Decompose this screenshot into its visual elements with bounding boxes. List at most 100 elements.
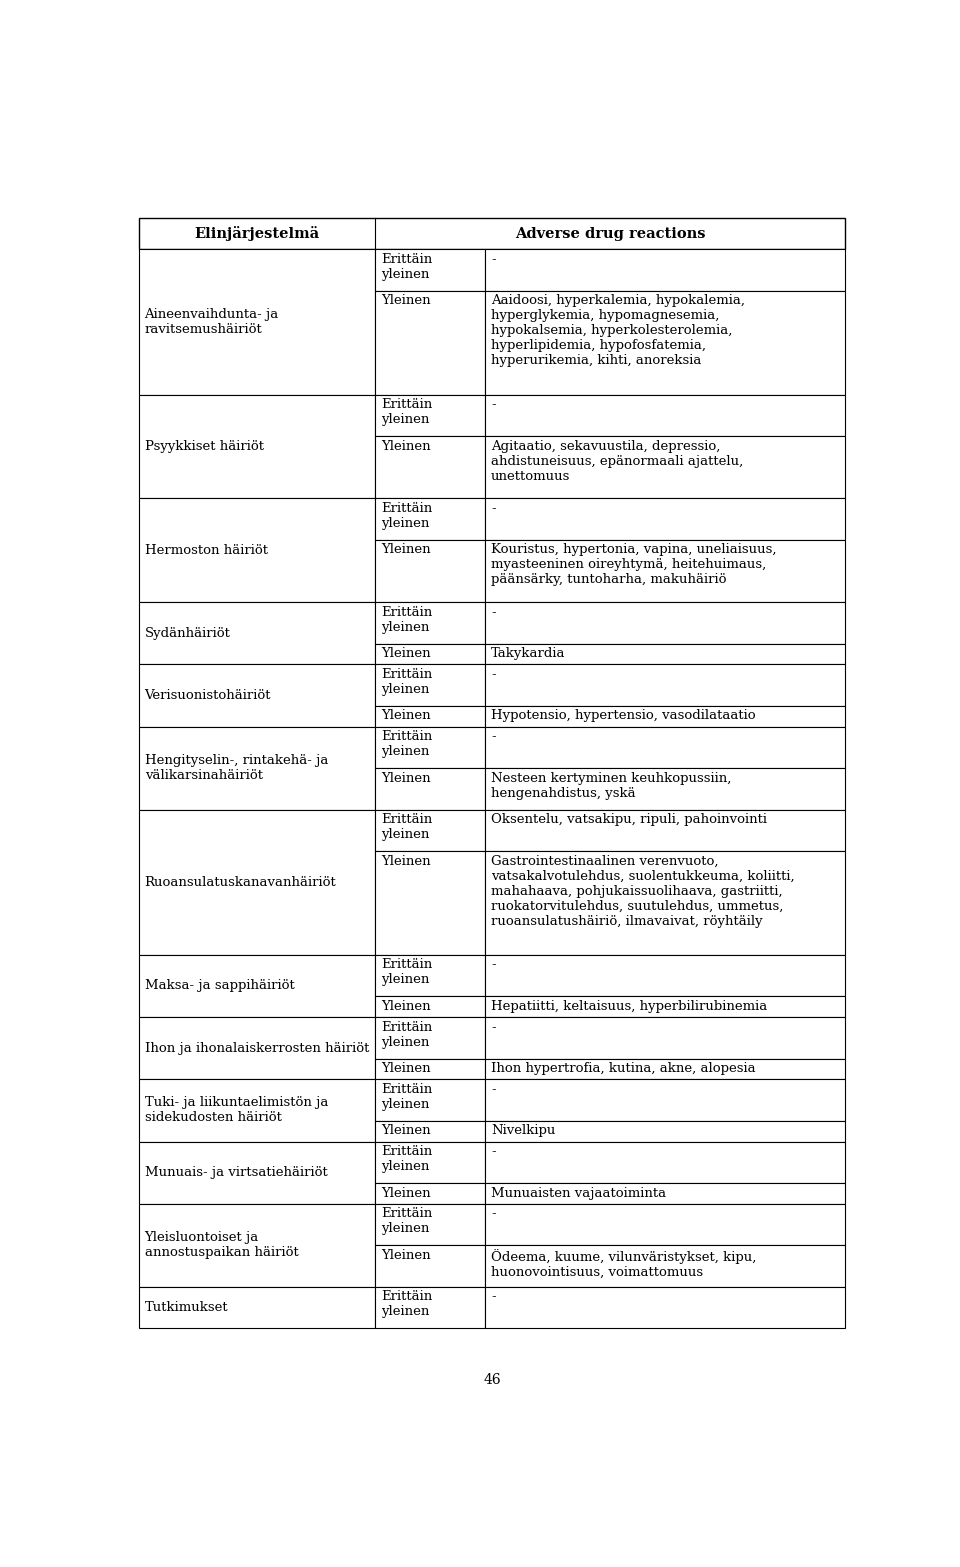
Bar: [375, 664, 485, 705]
Text: Kouristus, hypertonia, vapina, uneliaisuus,
myasteeninen oireyhtymä, heitehuimau: Kouristus, hypertonia, vapina, uneliaisu…: [491, 544, 777, 586]
Bar: [375, 602, 485, 644]
Text: Sydänhäiriöt: Sydänhäiriöt: [145, 627, 230, 639]
Text: Erittäin
yleinen: Erittäin yleinen: [381, 1208, 433, 1235]
Bar: [375, 1120, 485, 1141]
Bar: [375, 1059, 485, 1080]
Text: -: -: [491, 959, 495, 972]
Bar: [485, 602, 846, 644]
Text: -: -: [491, 1290, 495, 1304]
Text: Hepatiitti, keltaisuus, hyperbilirubinemia: Hepatiitti, keltaisuus, hyperbilirubinem…: [491, 1000, 767, 1012]
Text: Takykardia: Takykardia: [491, 647, 565, 660]
Text: Agitaatio, sekavuustila, depressio,
ahdistuneisuus, epänormaali ajattelu,
unetto: Agitaatio, sekavuustila, depressio, ahdi…: [491, 440, 743, 483]
Text: Tutkimukset: Tutkimukset: [145, 1301, 228, 1315]
Text: Yleinen: Yleinen: [381, 440, 431, 453]
Bar: [138, 954, 375, 1017]
Bar: [138, 1287, 375, 1329]
Bar: [375, 705, 485, 727]
Bar: [138, 1080, 375, 1141]
Text: Yleinen: Yleinen: [381, 1186, 431, 1200]
Bar: [138, 1141, 375, 1203]
Text: Erittäin
yleinen: Erittäin yleinen: [381, 668, 433, 696]
Text: Yleinen: Yleinen: [381, 1125, 431, 1138]
Bar: [138, 218, 846, 249]
Bar: [485, 291, 846, 395]
Bar: [485, 1287, 846, 1329]
Text: Erittäin
yleinen: Erittäin yleinen: [381, 398, 433, 426]
Text: -: -: [491, 1145, 495, 1158]
Bar: [375, 1141, 485, 1183]
Bar: [485, 954, 846, 997]
Text: Ihon hypertrofia, kutina, akne, alopesia: Ihon hypertrofia, kutina, akne, alopesia: [491, 1062, 756, 1075]
Text: -: -: [491, 252, 495, 266]
Text: Yleinen: Yleinen: [381, 1062, 431, 1075]
Text: Yleinen: Yleinen: [381, 854, 431, 868]
Bar: [375, 997, 485, 1017]
Bar: [485, 664, 846, 705]
Bar: [485, 1120, 846, 1141]
Text: Yleinen: Yleinen: [381, 544, 431, 556]
Bar: [375, 1183, 485, 1203]
Bar: [485, 1183, 846, 1203]
Bar: [375, 727, 485, 768]
Bar: [375, 1203, 485, 1246]
Bar: [485, 1059, 846, 1080]
Text: Ödeema, kuume, vilunväristykset, kipu,
huonovointisuus, voimattomuus: Ödeema, kuume, vilunväristykset, kipu, h…: [491, 1249, 756, 1279]
Bar: [485, 436, 846, 498]
Text: Yleinen: Yleinen: [381, 647, 431, 660]
Text: Yleinen: Yleinen: [381, 295, 431, 307]
Text: Ruoansulatuskanavanhäiriöt: Ruoansulatuskanavanhäiriöt: [145, 876, 336, 888]
Bar: [485, 1017, 846, 1059]
Bar: [375, 1017, 485, 1059]
Text: -: -: [491, 398, 495, 411]
Text: -: -: [491, 668, 495, 682]
Bar: [485, 395, 846, 436]
Text: Erittäin
yleinen: Erittäin yleinen: [381, 1083, 433, 1111]
Bar: [375, 498, 485, 539]
Bar: [375, 851, 485, 954]
Text: -: -: [491, 606, 495, 619]
Text: Maksa- ja sappihäiriöt: Maksa- ja sappihäiriöt: [145, 979, 295, 992]
Text: Oksentelu, vatsakipu, ripuli, pahoinvointi: Oksentelu, vatsakipu, ripuli, pahoinvoin…: [491, 813, 767, 826]
Bar: [485, 768, 846, 810]
Text: Hengityselin-, rintakehä- ja
välikarsinahäiriöt: Hengityselin-, rintakehä- ja välikarsina…: [145, 754, 328, 782]
Text: Gastrointestinaalinen verenvuoto,
vatsakalvotulehdus, suolentukkeuma, koliitti,
: Gastrointestinaalinen verenvuoto, vatsak…: [491, 854, 795, 928]
Bar: [485, 1080, 846, 1120]
Text: -: -: [491, 1208, 495, 1221]
Text: Aaidoosi, hyperkalemia, hypokalemia,
hyperglykemia, hypomagnesemia,
hypokalsemia: Aaidoosi, hyperkalemia, hypokalemia, hyp…: [491, 295, 745, 367]
Bar: [485, 1203, 846, 1246]
Bar: [138, 602, 375, 664]
Text: Yleinen: Yleinen: [381, 710, 431, 722]
Text: Erittäin
yleinen: Erittäin yleinen: [381, 813, 433, 841]
Text: Nesteen kertyminen keuhkopussiin,
hengenahdistus, yskä: Nesteen kertyminen keuhkopussiin, hengen…: [491, 771, 732, 799]
Text: Erittäin
yleinen: Erittäin yleinen: [381, 730, 433, 758]
Text: Munuaisten vajaatoiminta: Munuaisten vajaatoiminta: [491, 1186, 666, 1200]
Bar: [138, 498, 375, 602]
Bar: [138, 727, 375, 810]
Text: Yleinen: Yleinen: [381, 1249, 431, 1261]
Bar: [375, 1287, 485, 1329]
Text: -: -: [491, 730, 495, 743]
Text: -: -: [491, 1083, 495, 1095]
Bar: [138, 1017, 375, 1080]
Text: Erittäin
yleinen: Erittäin yleinen: [381, 1290, 433, 1318]
Bar: [375, 539, 485, 602]
Bar: [375, 644, 485, 664]
Text: Erittäin
yleinen: Erittäin yleinen: [381, 501, 433, 530]
Text: Erittäin
yleinen: Erittäin yleinen: [381, 606, 433, 633]
Text: Nivelkipu: Nivelkipu: [491, 1125, 555, 1138]
Text: Elinjärjestelmä: Elinjärjestelmä: [195, 226, 320, 241]
Bar: [485, 851, 846, 954]
Bar: [485, 997, 846, 1017]
Bar: [375, 291, 485, 395]
Text: Yleisluontoiset ja
annostuspaikan häiriöt: Yleisluontoiset ja annostuspaikan häiriö…: [145, 1232, 299, 1260]
Text: -: -: [491, 1020, 495, 1034]
Bar: [375, 1246, 485, 1287]
Text: Aineenvaihdunta- ja
ravitsemushäiriöt: Aineenvaihdunta- ja ravitsemushäiriöt: [145, 309, 278, 335]
Bar: [138, 249, 375, 395]
Bar: [375, 249, 485, 291]
Text: Verisuonistohäiriöt: Verisuonistohäiriöt: [145, 689, 271, 702]
Text: Erittäin
yleinen: Erittäin yleinen: [381, 1020, 433, 1048]
Text: Yleinen: Yleinen: [381, 771, 431, 785]
Text: Tuki- ja liikuntaelimistön ja
sidekudosten häiriöt: Tuki- ja liikuntaelimistön ja sidekudost…: [145, 1097, 328, 1125]
Bar: [485, 644, 846, 664]
